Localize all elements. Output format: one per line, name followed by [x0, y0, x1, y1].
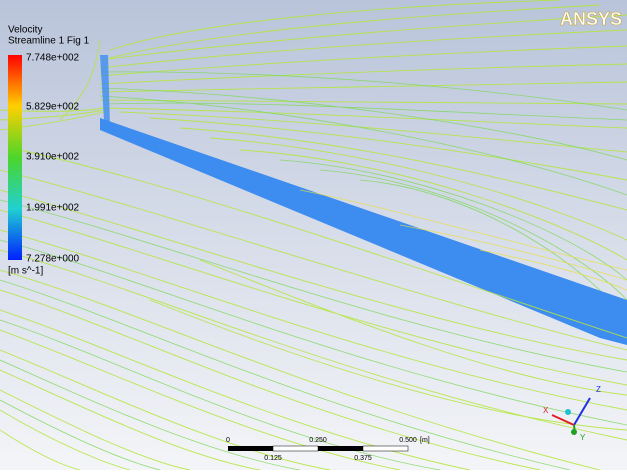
- legend-unit: [m s^-1]: [8, 266, 43, 277]
- cfd-viewport: Velocity Streamline 1 Fig 1 7.748e+002 5…: [0, 0, 627, 470]
- axis-label: Y: [580, 433, 586, 442]
- axis-label: X: [543, 406, 549, 415]
- legend-label: 7.748e+002: [26, 53, 80, 64]
- legend-label: 5.829e+002: [26, 102, 80, 113]
- scale-bar: [228, 446, 408, 451]
- legend-subtitle: Streamline 1 Fig 1: [8, 36, 90, 47]
- scale-unit: [m]: [420, 437, 430, 444]
- axis-label: Z: [596, 385, 601, 394]
- legend-label: 7.278e+000: [26, 254, 80, 265]
- logo: ANSYS: [560, 9, 622, 29]
- scale-label: 0.375: [354, 455, 372, 462]
- legend-title: Velocity: [8, 25, 42, 36]
- legend-label: 1.991e+002: [26, 203, 80, 214]
- legend-label: 3.910e+002: [26, 152, 80, 163]
- scale-label: 0.250: [309, 437, 327, 444]
- scale-label: 0: [226, 437, 230, 444]
- scale-label: 0.500: [399, 437, 417, 444]
- color-bar: [8, 55, 22, 260]
- background: [0, 0, 627, 470]
- scale-label: 0.125: [264, 455, 282, 462]
